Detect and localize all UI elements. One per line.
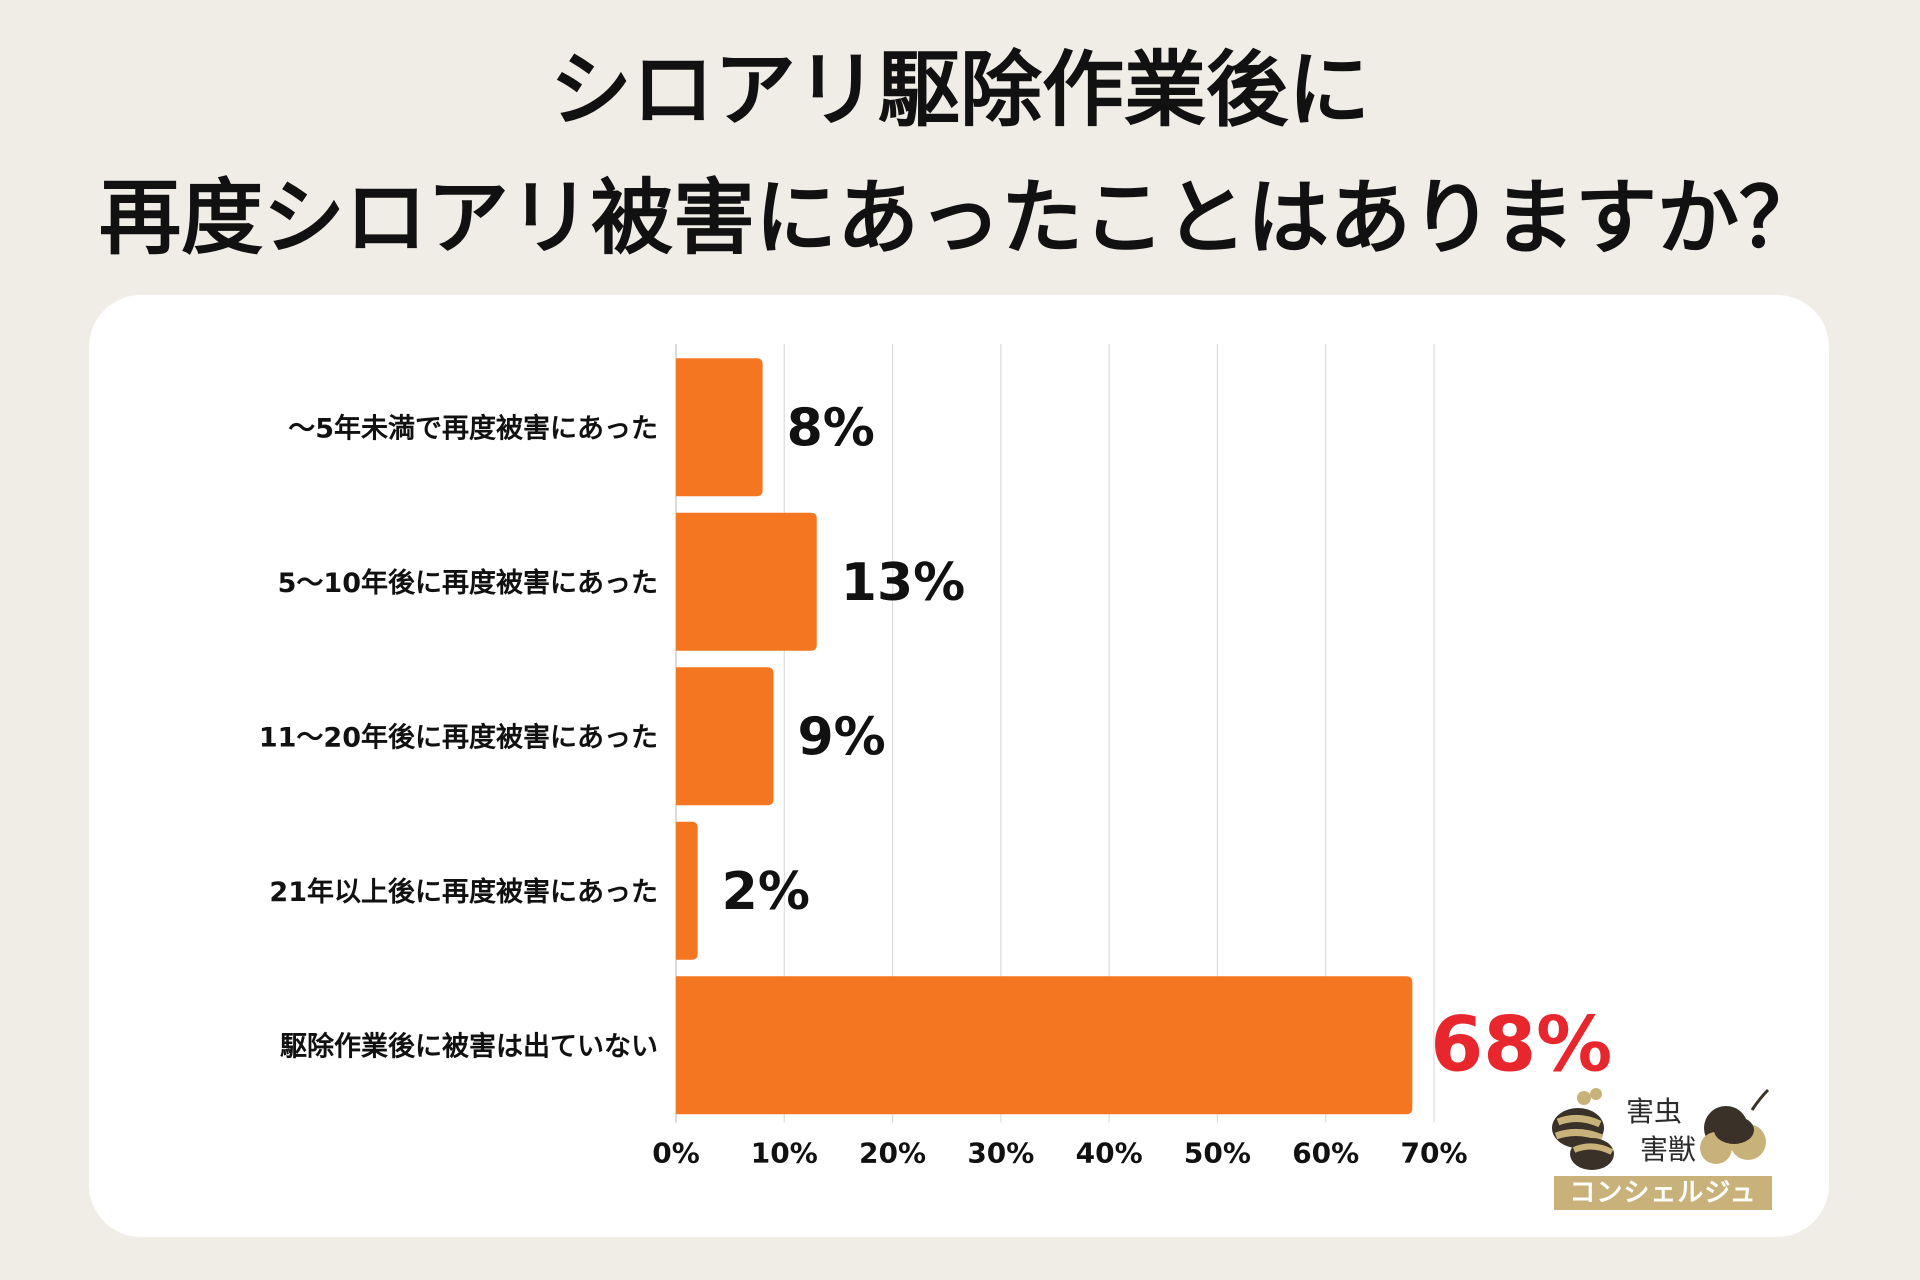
x-tick-label: 0%	[652, 1137, 700, 1170]
x-tick-label: 70%	[1400, 1137, 1467, 1170]
bar	[676, 512, 817, 651]
bar	[676, 821, 698, 960]
x-tick-label: 60%	[1292, 1137, 1359, 1170]
brand-logo: 害虫 害獣 コンシェルジュ	[1548, 1080, 1780, 1212]
data-label: 68%	[1430, 999, 1612, 1088]
x-tick-label: 10%	[751, 1137, 818, 1170]
category-label: 11～20年後に再度被害にあった	[259, 721, 658, 753]
bar	[676, 976, 1413, 1115]
data-label: 13%	[841, 553, 965, 613]
logo-text-pests: 害虫	[1626, 1095, 1683, 1128]
x-tick-label: 30%	[967, 1137, 1034, 1170]
x-tick-label: 20%	[859, 1137, 926, 1170]
chart-title-line1: シロアリ駆除作業後に	[549, 43, 1370, 138]
bar	[676, 667, 774, 806]
chart-title-line2: 再度シロアリ被害にあったことはありますか？	[98, 171, 1821, 266]
category-label: 21年以上後に再度被害にあった	[269, 876, 658, 908]
data-label: 9%	[797, 707, 885, 767]
chart-card: 0% 10% 20% 30% 40% 50% 60% 70% ～5年未満で再度被害にあった 8% 5…	[89, 295, 1829, 1237]
bar-chart: 0% 10% 20% 30% 40% 50% 60% 70% ～5年未満で再度被害にあった 8% 5…	[259, 344, 1612, 1170]
category-label: ～5年未満で再度被害にあった	[288, 412, 658, 444]
logo-band-concierge: コンシェルジュ	[1554, 1176, 1772, 1210]
category-label: 駆除作業後に被害は出ていない	[280, 1030, 658, 1062]
logo-text-animals: 害獣	[1640, 1133, 1697, 1166]
data-label: 2%	[722, 862, 810, 922]
x-tick-label: 50%	[1184, 1137, 1251, 1170]
category-label: 5～10年後に再度被害にあった	[278, 567, 658, 599]
x-tick-label: 40%	[1076, 1137, 1143, 1170]
bar	[676, 358, 763, 497]
bee-mouse-icon	[1552, 1088, 1770, 1170]
data-label: 8%	[787, 398, 875, 458]
